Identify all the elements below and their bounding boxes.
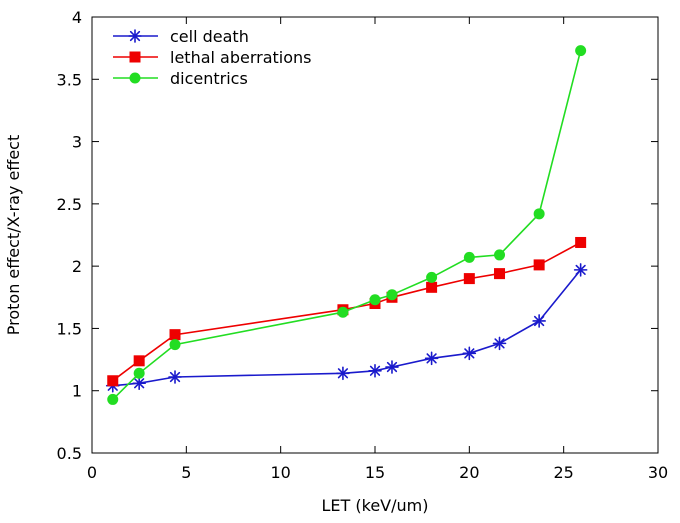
data-point-dicentrics bbox=[494, 249, 506, 261]
data-point-dicentrics bbox=[533, 208, 545, 220]
legend-item-cell-death: cell death bbox=[113, 27, 249, 46]
y-tick-label: 2.5 bbox=[57, 195, 82, 214]
x-tick-label: 0 bbox=[87, 463, 97, 482]
marker-stroke bbox=[534, 315, 545, 327]
legend-label: cell death bbox=[170, 27, 249, 46]
legend-label: lethal aberrations bbox=[170, 48, 312, 67]
marker-stroke bbox=[464, 348, 475, 359]
x-tick-label: 20 bbox=[459, 463, 479, 482]
y-tick-label: 0.5 bbox=[57, 444, 82, 463]
marker-stroke bbox=[575, 264, 586, 276]
legend-label: dicentrics bbox=[170, 69, 248, 88]
y-tick-label: 1.5 bbox=[57, 319, 82, 338]
x-tick-label: 25 bbox=[553, 463, 573, 482]
x-tick-label: 5 bbox=[181, 463, 191, 482]
x-axis-title: LET (keV/um) bbox=[322, 496, 429, 515]
marker-stroke bbox=[369, 365, 381, 376]
data-point-dicentrics bbox=[107, 393, 119, 405]
data-point-lethal-aberrations bbox=[463, 273, 475, 285]
marker-stroke bbox=[494, 338, 505, 349]
x-tick-label: 15 bbox=[365, 463, 385, 482]
data-point-cell-death bbox=[368, 363, 382, 378]
data-point-dicentrics bbox=[575, 45, 587, 57]
data-point-dicentrics bbox=[369, 294, 381, 306]
data-point-lethal-aberrations bbox=[107, 375, 119, 387]
x-tick-label: 30 bbox=[648, 463, 668, 482]
series-cell-death bbox=[105, 263, 588, 393]
data-point-cell-death bbox=[573, 263, 588, 277]
legend-item-dicentrics: dicentrics bbox=[113, 69, 248, 88]
legend-item-lethal-aberrations: lethal aberrations bbox=[113, 48, 312, 67]
plot-area bbox=[91, 16, 659, 454]
data-point-cell-death bbox=[462, 346, 477, 361]
data-point-cell-death bbox=[336, 366, 350, 381]
data-point-cell-death bbox=[532, 314, 546, 328]
data-point-lethal-aberrations bbox=[533, 259, 545, 271]
marker-stroke bbox=[426, 353, 437, 364]
legend-marker bbox=[129, 72, 141, 84]
data-point-lethal-aberrations bbox=[133, 355, 145, 367]
axis-ticks: 0 5 10 15 20 25 30 0.5 1 1.5 2 2.5 3 3.5 4 bbox=[57, 8, 669, 482]
legend-marker bbox=[129, 51, 141, 63]
y-tick-label: 4 bbox=[72, 8, 82, 27]
data-point-dicentrics bbox=[169, 339, 181, 351]
series-layer bbox=[105, 45, 588, 405]
marker-stroke bbox=[134, 378, 145, 389]
data-point-dicentrics bbox=[386, 289, 398, 301]
data-point-dicentrics bbox=[463, 251, 475, 263]
data-point-cell-death bbox=[132, 376, 146, 391]
data-point-lethal-aberrations bbox=[169, 329, 181, 341]
data-point-cell-death bbox=[492, 336, 507, 351]
y-tick-label: 3.5 bbox=[57, 70, 82, 89]
y-tick-label: 1 bbox=[72, 382, 82, 401]
marker-stroke bbox=[386, 361, 398, 373]
y-tick-label: 2 bbox=[72, 257, 82, 276]
y-tick-label: 3 bbox=[72, 133, 82, 152]
series-dicentrics bbox=[107, 45, 587, 405]
data-point-dicentrics bbox=[133, 367, 145, 379]
marker-stroke bbox=[337, 368, 349, 379]
data-point-cell-death bbox=[385, 360, 399, 374]
data-point-dicentrics bbox=[426, 271, 438, 283]
data-point-cell-death bbox=[168, 370, 182, 384]
data-point-dicentrics bbox=[337, 306, 349, 318]
data-point-lethal-aberrations bbox=[494, 268, 506, 280]
data-point-lethal-aberrations bbox=[575, 236, 587, 248]
legend-marker bbox=[128, 29, 142, 43]
marker-stroke bbox=[129, 30, 141, 42]
legend: cell death lethal aberrations dicentrics bbox=[113, 27, 312, 88]
x-tick-label: 10 bbox=[270, 463, 290, 482]
y-axis-title: Proton effect/X-ray effect bbox=[4, 135, 23, 336]
data-point-lethal-aberrations bbox=[426, 281, 438, 293]
data-point-cell-death bbox=[424, 351, 439, 366]
marker-stroke bbox=[169, 371, 181, 383]
